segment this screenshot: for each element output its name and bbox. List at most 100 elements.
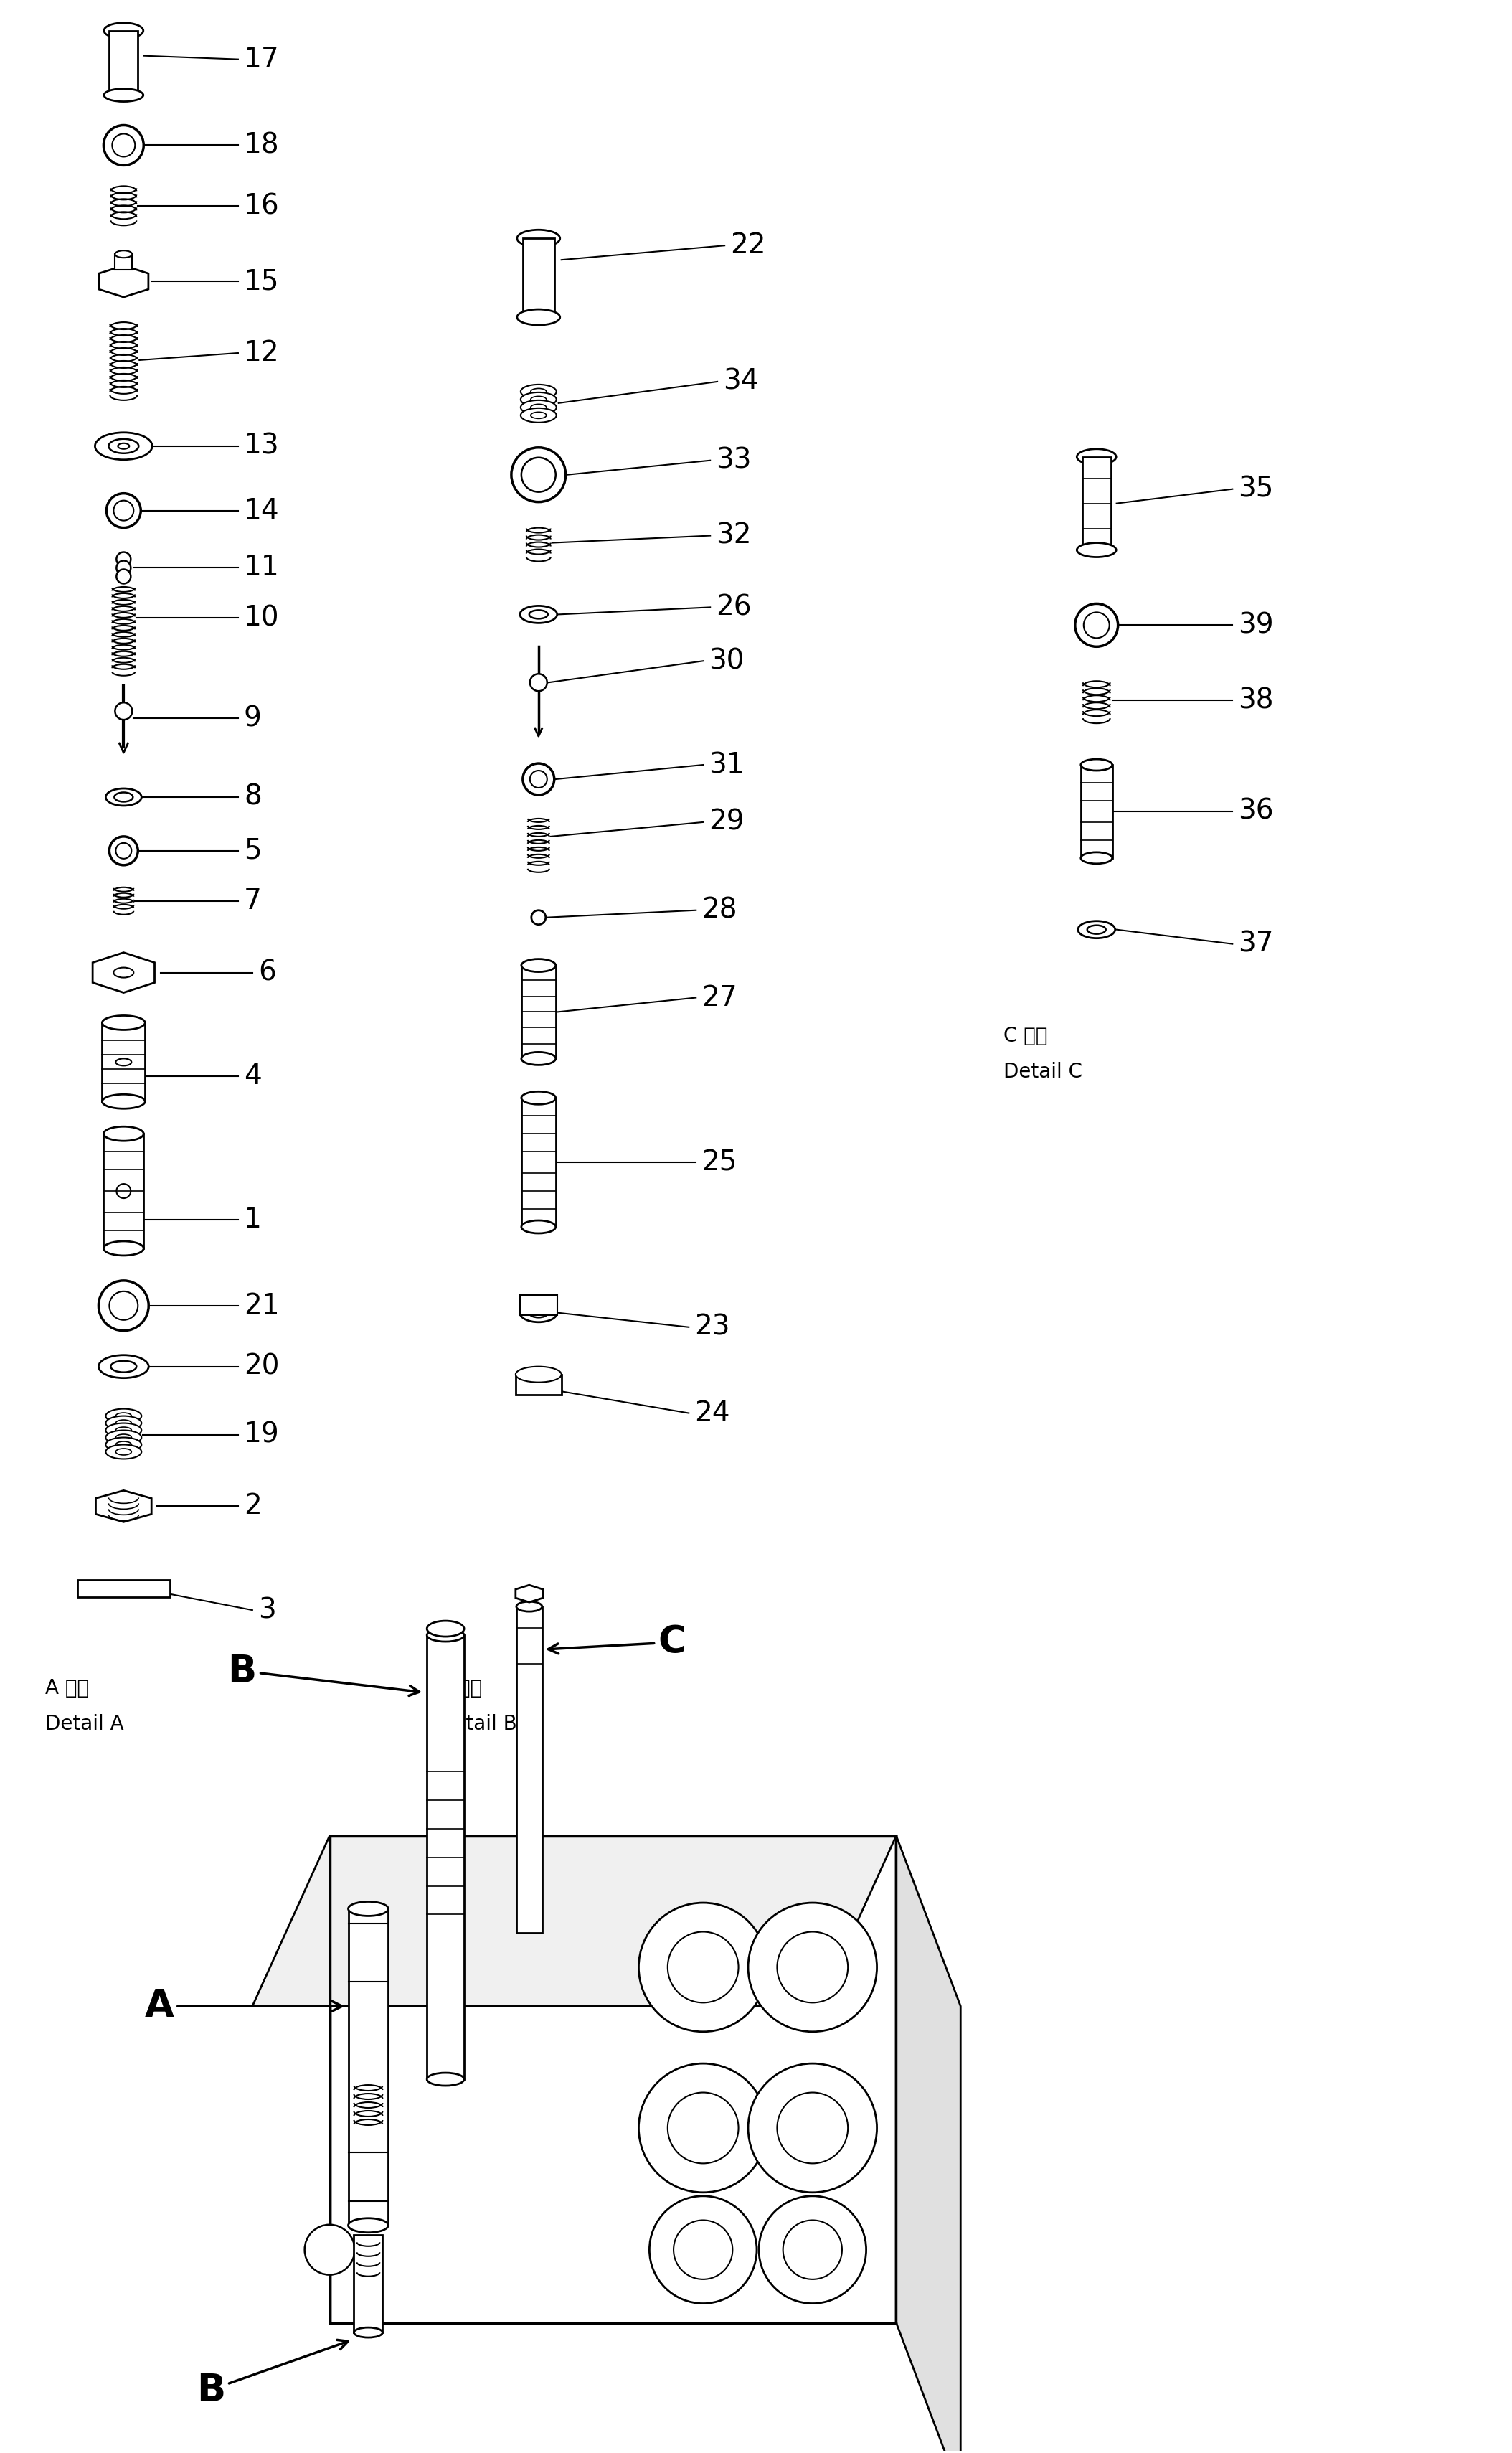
Circle shape: [116, 569, 130, 584]
Circle shape: [531, 910, 546, 925]
Ellipse shape: [1081, 851, 1113, 863]
Polygon shape: [98, 265, 148, 297]
Ellipse shape: [103, 1016, 145, 1030]
Text: 22: 22: [730, 233, 765, 260]
Ellipse shape: [106, 1437, 142, 1452]
Ellipse shape: [1078, 920, 1116, 937]
Ellipse shape: [116, 1442, 132, 1447]
Text: 7: 7: [243, 888, 262, 915]
Ellipse shape: [426, 2073, 464, 2085]
Circle shape: [1075, 603, 1117, 648]
Text: Detail B: Detail B: [438, 1715, 517, 1734]
Ellipse shape: [116, 1060, 132, 1065]
Bar: [522, 966, 556, 1060]
Bar: [104, 1133, 144, 1249]
Text: 17: 17: [243, 47, 280, 74]
Text: 39: 39: [1238, 611, 1273, 638]
Circle shape: [116, 562, 130, 574]
Bar: [77, 1580, 171, 1597]
Circle shape: [116, 552, 130, 567]
Text: 37: 37: [1238, 930, 1273, 957]
Ellipse shape: [531, 388, 546, 395]
Text: A: A: [144, 1987, 342, 2024]
Circle shape: [106, 493, 141, 527]
Polygon shape: [897, 1835, 960, 2453]
Bar: [354, 2235, 383, 2333]
Ellipse shape: [110, 1361, 136, 1371]
Text: 5: 5: [243, 836, 262, 863]
Bar: [520, 1295, 556, 1315]
Ellipse shape: [116, 1450, 132, 1455]
Ellipse shape: [426, 1629, 464, 1641]
Text: 15: 15: [243, 267, 280, 294]
Ellipse shape: [106, 1430, 142, 1445]
Ellipse shape: [354, 2328, 383, 2338]
Ellipse shape: [116, 1435, 132, 1440]
Bar: [348, 1908, 389, 2225]
Bar: [523, 238, 555, 316]
Ellipse shape: [531, 405, 546, 410]
Ellipse shape: [103, 1094, 145, 1109]
Circle shape: [116, 1185, 130, 1197]
Ellipse shape: [520, 606, 556, 623]
Ellipse shape: [517, 309, 559, 326]
Circle shape: [115, 702, 132, 719]
Ellipse shape: [348, 2218, 389, 2232]
Text: 23: 23: [694, 1312, 730, 1342]
Circle shape: [777, 2092, 848, 2164]
Circle shape: [529, 770, 547, 787]
Text: 18: 18: [243, 132, 280, 159]
Ellipse shape: [116, 1428, 132, 1433]
Circle shape: [638, 1904, 768, 2031]
Bar: [1083, 456, 1111, 549]
Bar: [103, 1023, 145, 1101]
Text: 27: 27: [702, 984, 738, 1011]
Text: C 詳細: C 詳細: [1004, 1025, 1048, 1047]
Ellipse shape: [426, 1621, 464, 1636]
Bar: [426, 1636, 464, 2080]
Ellipse shape: [516, 1366, 561, 1383]
Bar: [522, 1099, 556, 1226]
Circle shape: [529, 675, 547, 692]
Circle shape: [759, 2195, 866, 2303]
Text: 8: 8: [243, 783, 262, 809]
Text: 28: 28: [702, 898, 738, 925]
Ellipse shape: [106, 1423, 142, 1437]
Polygon shape: [516, 1585, 543, 1602]
Circle shape: [113, 500, 133, 520]
Text: 4: 4: [243, 1062, 262, 1089]
Text: 11: 11: [243, 554, 280, 581]
Circle shape: [673, 2220, 733, 2279]
Ellipse shape: [522, 1092, 556, 1104]
Ellipse shape: [522, 959, 556, 971]
Ellipse shape: [104, 22, 144, 39]
Text: 13: 13: [243, 432, 280, 459]
Circle shape: [116, 844, 132, 859]
Circle shape: [668, 2092, 738, 2164]
Ellipse shape: [531, 412, 546, 419]
Circle shape: [650, 2195, 756, 2303]
Text: C: C: [549, 1624, 686, 1661]
Text: B: B: [197, 2340, 348, 2409]
Circle shape: [112, 135, 135, 157]
Text: 30: 30: [709, 648, 744, 675]
Ellipse shape: [520, 407, 556, 422]
Text: B: B: [228, 1653, 419, 1695]
Circle shape: [109, 836, 138, 866]
Text: 31: 31: [709, 751, 744, 778]
Ellipse shape: [529, 611, 547, 618]
Text: 16: 16: [243, 191, 280, 221]
Circle shape: [522, 459, 556, 493]
Circle shape: [523, 763, 555, 795]
Text: 24: 24: [694, 1401, 730, 1428]
Ellipse shape: [109, 439, 139, 454]
Bar: [109, 29, 138, 96]
Ellipse shape: [517, 231, 559, 248]
Text: 14: 14: [243, 498, 280, 525]
Text: 35: 35: [1238, 476, 1273, 503]
Ellipse shape: [106, 787, 142, 805]
Ellipse shape: [104, 1241, 144, 1256]
Text: 21: 21: [243, 1293, 280, 1320]
Ellipse shape: [520, 400, 556, 415]
Text: 25: 25: [702, 1148, 736, 1175]
